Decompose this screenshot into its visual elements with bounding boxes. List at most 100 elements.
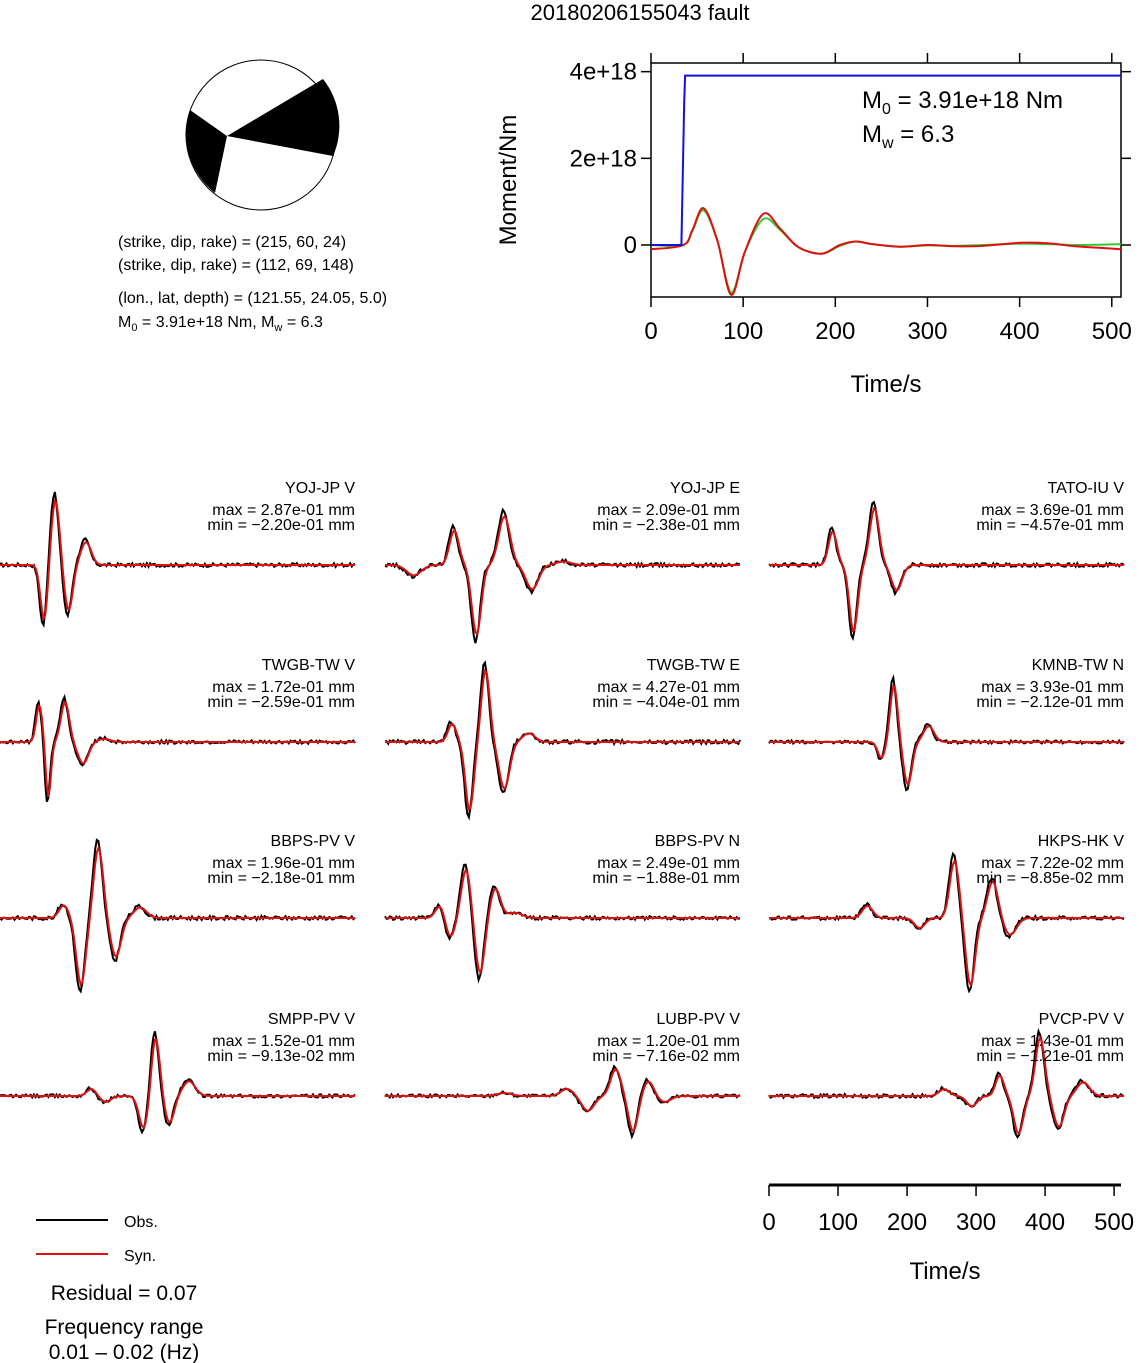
station-name: TATO-IU V <box>1048 480 1125 497</box>
synthetic-trace <box>0 701 355 797</box>
station-min: min = −7.16e-02 mm <box>592 1048 740 1065</box>
mechanism-line-1: (strike, dip, rake) = (215, 60, 24) <box>118 234 346 251</box>
moment-x-tick-label: 500 <box>1092 318 1132 345</box>
moment-mw-value: 6.3 <box>301 314 323 331</box>
station-max: max = 3.69e-01 mm <box>981 502 1124 519</box>
moment-m0-annotation-value: 3.91e+18 Nm <box>918 87 1063 114</box>
station-max: max = 2.49e-01 mm <box>597 855 740 872</box>
station-name: YOJ-JP E <box>670 480 740 497</box>
synthetic-trace <box>385 514 740 637</box>
moment-chart: 0 2e+18 4e+18 0 100 200 300 400 500 Moment/Nm T… <box>495 53 1132 398</box>
synthetic-trace <box>0 498 355 622</box>
frequency-range-value: 0.01 – 0.02 (Hz) <box>49 1341 200 1363</box>
station-max: max = 1.72e-01 mm <box>212 679 355 696</box>
station-min: min = −1.88e-01 mm <box>592 870 740 887</box>
synthetic-trace <box>0 1038 355 1130</box>
station-name: TWGB-TW V <box>262 657 356 674</box>
station-max: max = 3.93e-01 mm <box>981 679 1124 696</box>
moment-chart-frame <box>650 62 1122 298</box>
moment-m0-annotation: M0 = 3.91e+18 Nm <box>862 87 1063 118</box>
observed-trace <box>768 500 1125 642</box>
station-min: min = −4.04e-01 mm <box>592 694 740 711</box>
station-min: min = −4.57e-01 mm <box>976 517 1124 534</box>
moment-rate-syn-line <box>650 207 1122 296</box>
moment-x-tick-label: 200 <box>815 318 855 345</box>
observed-trace <box>384 1064 741 1140</box>
synthetic-trace <box>769 507 1124 633</box>
moment-line: M0 = 3.91e+18 Nm, Mw = 6.3 <box>118 314 323 334</box>
station-name: BBPS-PV V <box>271 833 356 850</box>
waveform-time-tick-label: 500 <box>1094 1209 1134 1236</box>
station-max: max = 2.87e-01 mm <box>212 502 355 519</box>
station-max: max = 7.22e-02 mm <box>981 855 1124 872</box>
waveform-time-axis: Time/s 0 100 200 300 400 500 <box>762 1183 1134 1285</box>
waveform-time-tick-label: 400 <box>1025 1209 1065 1236</box>
station-name: PVCP-PV V <box>1039 1011 1125 1028</box>
station-max: max = 1.96e-01 mm <box>212 855 355 872</box>
moment-y-tick-label: 4e+18 <box>570 59 637 86</box>
station-name: KMNB-TW N <box>1032 657 1124 674</box>
location-line: (lon., lat, depth) = (121.55, 24.05, 5.0… <box>118 290 387 307</box>
station-min: min = −2.12e-01 mm <box>976 694 1124 711</box>
moment-x-tick-label: 300 <box>907 318 947 345</box>
beachball-compression-east <box>227 79 340 156</box>
moment-x-tick-label: 400 <box>1000 318 1040 345</box>
station-max: max = 1.52e-01 mm <box>212 1033 355 1050</box>
station-max: max = 2.09e-01 mm <box>597 502 740 519</box>
waveform-time-tick-label: 200 <box>887 1209 927 1236</box>
beachball <box>185 59 340 211</box>
figure-title: 20180206155043 fault <box>531 0 750 25</box>
station-min: min = −2.59e-01 mm <box>207 694 355 711</box>
moment-mw-annotation-value: 6.3 <box>921 121 954 148</box>
residual-text: Residual = 0.07 <box>51 1282 198 1305</box>
station-name: BBPS-PV N <box>655 833 740 850</box>
synthetic-trace <box>769 684 1124 787</box>
moment-x-axis: 0 100 200 300 400 500 <box>644 53 1132 345</box>
synthetic-trace <box>385 1068 740 1133</box>
moment-y-label: Moment/Nm <box>495 115 522 246</box>
synthetic-trace <box>385 668 740 811</box>
station-max: max = 4.27e-01 mm <box>597 679 740 696</box>
station-min: min = −2.20e-01 mm <box>207 517 355 534</box>
station-name: HKPS-HK V <box>1038 833 1125 850</box>
synthetic-trace <box>385 868 740 975</box>
frequency-range-title: Frequency range <box>45 1316 204 1339</box>
moment-m0-value: 3.91e+18 Nm <box>156 314 253 331</box>
moment-x-tick-label: 0 <box>644 318 657 345</box>
legend-obs-label: Obs. <box>124 1214 158 1231</box>
beachball-compression-west <box>186 110 227 193</box>
synthetic-trace <box>769 1035 1124 1135</box>
legend-syn-label: Syn. <box>124 1248 156 1265</box>
synthetic-trace <box>769 858 1124 988</box>
moment-y-tick-label: 0 <box>624 232 637 259</box>
moment-y-axis: 0 2e+18 4e+18 <box>570 59 1131 259</box>
moment-mw-annotation: Mw = 6.3 <box>862 121 954 152</box>
waveform-time-tick-label: 0 <box>762 1209 775 1236</box>
station-min: min = −8.85e-02 mm <box>976 870 1124 887</box>
legend: Obs. Syn. Residual = 0.07 Frequency rang… <box>36 1214 203 1363</box>
station-max: max = 1.43e-01 mm <box>981 1033 1124 1050</box>
moment-y-tick-label: 2e+18 <box>570 145 637 172</box>
moment-x-label: Time/s <box>850 371 921 398</box>
station-min: min = −2.18e-01 mm <box>207 870 355 887</box>
station-min: min = −2.38e-01 mm <box>592 517 740 534</box>
moment-cumulative-line <box>651 74 1121 246</box>
moment-rate-obs-line <box>650 209 1122 294</box>
station-min: min = −9.13e-02 mm <box>207 1048 355 1065</box>
moment-x-tick-label: 100 <box>723 318 763 345</box>
station-name: LUBP-PV V <box>656 1011 740 1028</box>
mechanism-info: (strike, dip, rake) = (215, 60, 24) (str… <box>118 234 387 334</box>
station-name: TWGB-TW E <box>647 657 740 674</box>
